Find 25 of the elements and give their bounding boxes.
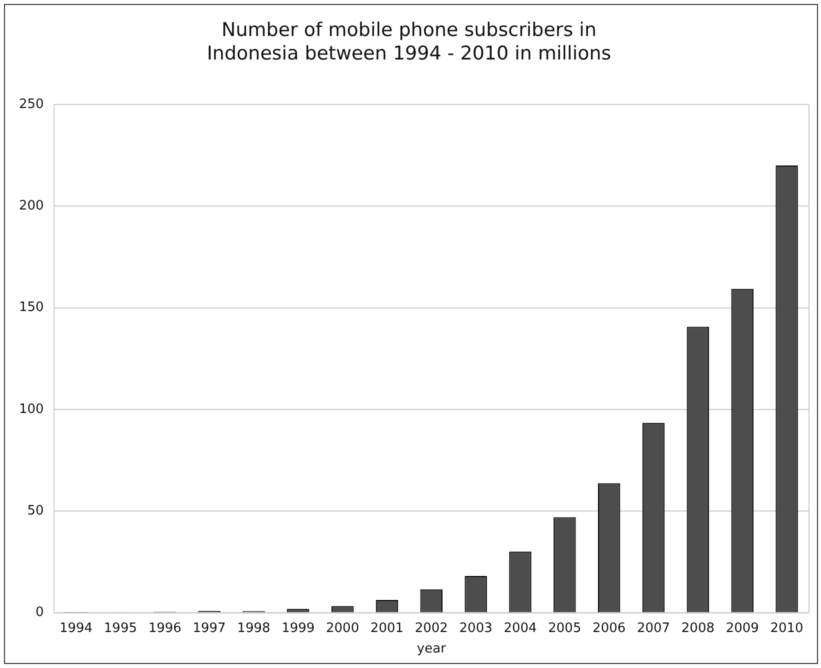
x-tick-label: 2009 [726, 620, 759, 636]
y-tick-label: 150 [18, 300, 44, 316]
x-tick-label: 2003 [459, 620, 492, 636]
x-tick-label: 2005 [548, 620, 582, 636]
x-tick-label: 2010 [770, 620, 804, 636]
x-tick-label: 2006 [592, 620, 626, 636]
x-tick-label: 1996 [148, 620, 182, 636]
y-tick-label: 250 [18, 96, 44, 112]
x-tick-label: 2002 [414, 620, 448, 636]
y-tick-label: 0 [36, 605, 44, 620]
x-tick-label: 2007 [636, 620, 670, 636]
x-tick-label: 1994 [59, 620, 93, 636]
chart-title: Number of mobile phone subscribers in Indonesia between 1994 - 2010 in millions [206, 18, 612, 65]
y-tick-label: 50 [27, 504, 44, 519]
y-tick-label: 100 [18, 402, 44, 417]
x-axis-title: year [416, 642, 447, 657]
x-tick-label: 1995 [104, 620, 137, 636]
x-tick-label: 2001 [370, 620, 404, 636]
x-tick-label: 2008 [681, 620, 714, 636]
x-tick-label: 1999 [282, 620, 315, 636]
x-tick-label: 1997 [192, 620, 226, 636]
x-tick-label: 2004 [504, 620, 537, 636]
y-tick-label: 200 [18, 198, 44, 214]
x-tick-label: 2000 [326, 620, 360, 636]
x-tick-label: 1998 [237, 620, 270, 636]
